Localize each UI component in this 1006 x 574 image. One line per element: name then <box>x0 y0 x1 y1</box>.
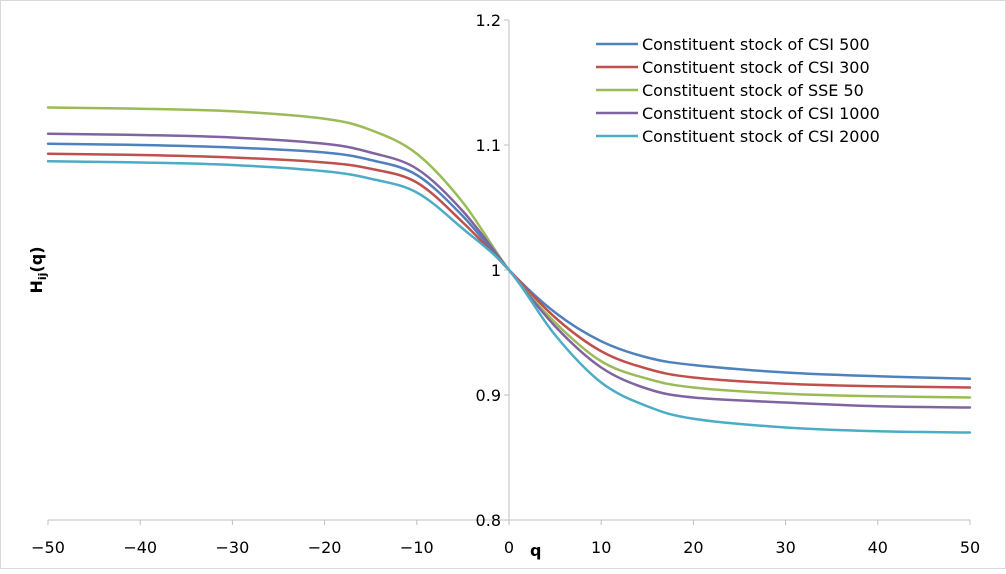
y-tick-label: 0.9 <box>476 386 501 405</box>
y-axis-label-main: H <box>27 280 46 293</box>
y-tick-label: 1 <box>491 261 501 280</box>
legend-label-3: Constituent stock of SSE 50 <box>642 81 864 100</box>
series-line-5 <box>46 160 972 434</box>
x-tick-label: −20 <box>308 538 342 557</box>
series-lines <box>46 106 972 434</box>
legend: Constituent stock of CSI 500 Constituent … <box>596 35 880 146</box>
y-axis-label: Hij(q) <box>27 246 49 293</box>
x-tick-label: −30 <box>216 538 250 557</box>
x-tick-label: 0 <box>504 538 514 557</box>
y-tick-label: 0.8 <box>476 511 501 530</box>
x-tick-label: 40 <box>868 538 888 557</box>
x-tick-label: 10 <box>591 538 611 557</box>
x-axis-label: q <box>530 541 541 560</box>
legend-label-4: Constituent stock of CSI 1000 <box>642 104 880 123</box>
y-tick-label: 1.2 <box>476 11 501 30</box>
x-tick-label: −10 <box>400 538 434 557</box>
y-axis-label-suffix: (q) <box>27 246 46 272</box>
x-tick-label: 20 <box>683 538 703 557</box>
x-tick-label: 30 <box>775 538 795 557</box>
x-tick-label: −50 <box>31 538 65 557</box>
legend-label-1: Constituent stock of CSI 500 <box>642 35 870 54</box>
legend-label-2: Constituent stock of CSI 300 <box>642 58 870 77</box>
y-tick-label: 1.1 <box>476 136 501 155</box>
x-tick-label: 50 <box>960 538 980 557</box>
tick-labels: −50 −40 −30 −20 −10 0 10 20 30 40 50 0.8 0.9 1 1.1 1.2 <box>31 11 980 557</box>
y-axis-label-sub: ij <box>36 273 49 281</box>
legend-label-5: Constituent stock of CSI 2000 <box>642 127 880 146</box>
x-tick-label: −40 <box>123 538 157 557</box>
